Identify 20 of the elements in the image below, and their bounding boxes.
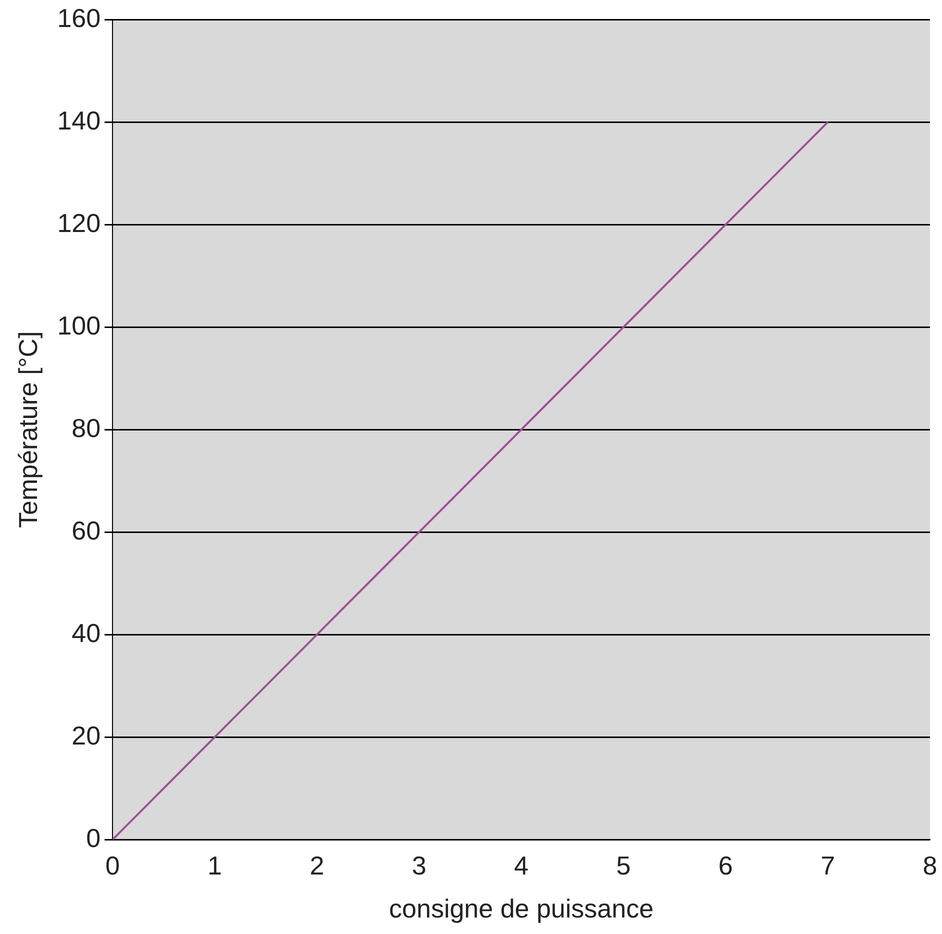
- x-tick-label: 3: [412, 850, 426, 880]
- y-tick-label: 160: [57, 2, 101, 33]
- x-axis-title: consigne de puissance: [389, 894, 654, 924]
- y-tick-label: 60: [72, 515, 101, 546]
- x-tick-label: 6: [718, 850, 733, 880]
- x-tick-label: 8: [922, 850, 938, 880]
- y-tick-label: 120: [57, 208, 101, 238]
- x-tick-label: 1: [208, 850, 222, 880]
- y-tick-label: 40: [72, 618, 101, 648]
- x-tick-label: 7: [820, 850, 836, 880]
- y-axis-title: Température [°C]: [12, 331, 43, 528]
- x-tick-label: 4: [514, 850, 529, 880]
- x-tick-label: 0: [105, 850, 120, 880]
- y-tick-label: 80: [72, 412, 101, 443]
- x-tick-label: 5: [616, 850, 631, 880]
- x-tick-label: 2: [310, 850, 324, 880]
- y-tick-label: 0: [86, 822, 101, 853]
- y-tick-label: 20: [72, 720, 101, 750]
- y-tick-label: 100: [57, 310, 101, 340]
- y-tick-label: 140: [57, 105, 101, 136]
